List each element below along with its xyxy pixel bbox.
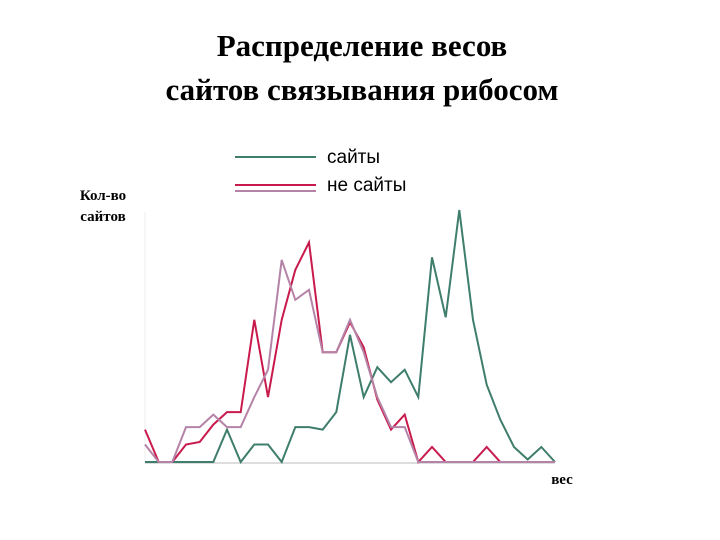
y-axis-label: Кол-во bbox=[80, 188, 126, 204]
series-line bbox=[145, 209, 556, 464]
y-axis-label: сайтов bbox=[80, 209, 125, 225]
legend-label: не сайты bbox=[327, 175, 406, 196]
chart-title: сайтов связывания рибосом bbox=[165, 72, 558, 107]
series-line bbox=[144, 238, 555, 464]
chart-title: Распределение весов bbox=[217, 28, 508, 63]
legend-label: сайты bbox=[327, 147, 380, 168]
x-axis-label: вес bbox=[551, 472, 573, 488]
series-line bbox=[144, 259, 555, 463]
